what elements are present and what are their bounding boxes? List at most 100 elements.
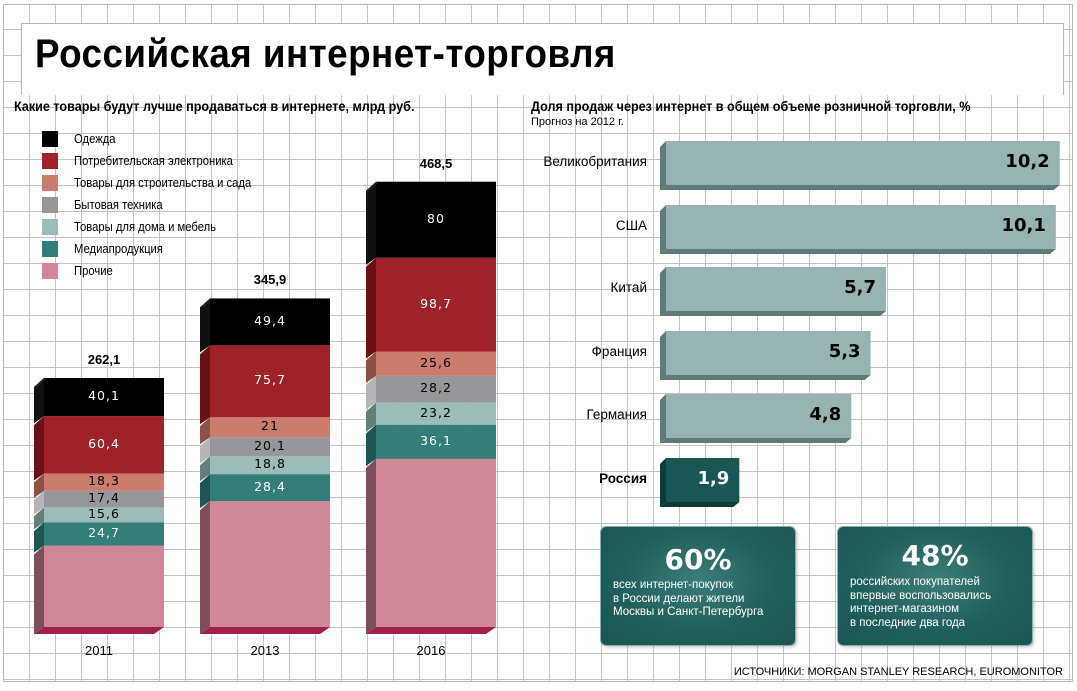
hbar-side: [660, 267, 666, 316]
segment-label: 28,4: [254, 478, 286, 494]
legend-item: Товары для дома и мебель: [42, 216, 271, 238]
bar-segment: [44, 522, 164, 546]
bar-segment: [210, 417, 330, 438]
bar-side-3: [34, 490, 44, 515]
bar-side-2: [34, 507, 44, 530]
info-line: в последние два года: [850, 616, 966, 629]
segment-label: 17,4: [88, 490, 120, 506]
x-tick-label: 2016: [416, 643, 446, 658]
legend-item: Потребительская электроника: [42, 150, 271, 172]
legend-swatch: [42, 263, 58, 279]
hbar: [666, 331, 871, 375]
legend-item: Товары для строительства и сада: [42, 172, 271, 194]
bar-base: [200, 627, 330, 634]
right-chart-title: Доля продаж через интернет в общем объем…: [531, 98, 971, 114]
segment-label: 24,7: [88, 524, 120, 540]
bar-top-bevel: [200, 298, 213, 308]
info-line: впервые воспользовались: [850, 589, 992, 602]
hbar: [666, 267, 887, 311]
hbar-value-label: 10,2: [1005, 151, 1050, 172]
y-tick-label: Франция: [591, 344, 647, 359]
y-tick-label: Россия: [599, 471, 647, 486]
hbar-value-label: 5,3: [828, 341, 861, 362]
bar-side-0: [200, 501, 210, 634]
bar-side-2: [200, 456, 210, 482]
bar-segment: [44, 507, 164, 523]
legend-label: Одежда: [74, 132, 116, 146]
hbar: [666, 141, 1060, 185]
legend-swatch: [42, 241, 58, 257]
bar-base: [366, 627, 496, 634]
legend-label: Медиапродукция: [74, 242, 163, 256]
legend-item: Медиапродукция: [42, 238, 271, 260]
hbar-bottom: [660, 502, 740, 507]
legend-swatch: [42, 131, 58, 147]
info-box-moscow-text: всех интернет-покупок в России делают жи…: [613, 579, 763, 620]
bar-side-5: [34, 416, 44, 481]
hbar-bottom: [660, 311, 887, 316]
legend-label: Товары для строительства и сада: [74, 176, 252, 190]
bar-segment: [44, 416, 164, 474]
segment-label: 98,7: [420, 295, 452, 311]
y-tick-label: Германия: [586, 407, 647, 422]
legend-item: Прочие: [42, 260, 271, 282]
legend-swatch: [42, 175, 58, 191]
hbar-value-label: 5,7: [844, 277, 877, 298]
info-box-moscow-value: 60%: [664, 543, 732, 576]
info-line: всех интернет-покупок: [613, 579, 734, 591]
info-line: в России делают жители: [613, 592, 745, 605]
bar-segment: [44, 545, 164, 627]
bar-segment: [210, 345, 330, 418]
legend-label: Прочие: [74, 264, 113, 278]
bar-side-0: [366, 458, 376, 634]
info-line: интернет-магазином: [850, 603, 960, 615]
legend-swatch: [42, 219, 58, 235]
segment-label: 80: [427, 210, 445, 226]
segment-label: 25,6: [420, 354, 452, 370]
hbar: [666, 394, 852, 438]
bar-total-label: 262,1: [87, 352, 121, 367]
bar-segment: [376, 375, 496, 403]
bar-segment: [44, 490, 164, 508]
bar-segment: [44, 378, 164, 417]
source-note: ИСТОЧНИКИ: MORGAN STANLEY RESEARCH, EURO…: [733, 666, 1063, 678]
bar-base: [34, 627, 164, 634]
hbar-side: [660, 331, 666, 380]
hbar-value-label: 1,9: [697, 468, 730, 489]
hbar-bottom: [660, 438, 852, 443]
bar-total-label: 468,5: [419, 155, 453, 171]
hbar-side: [660, 394, 666, 443]
segment-label: 60,4: [88, 435, 120, 451]
bar-segment: [376, 351, 496, 376]
hbar-bottom: [660, 249, 1056, 254]
segment-label: 15,6: [88, 505, 120, 521]
bar-segment: [210, 298, 330, 346]
info-box-first-time-text: российских покупателей впервые воспользо…: [850, 576, 991, 630]
bar-side-3: [200, 437, 210, 464]
bar-side-5: [200, 345, 210, 425]
legend-item: Одежда: [42, 128, 271, 150]
bar-side-2: [366, 402, 376, 432]
legend-item: Бытовая техника: [42, 194, 271, 216]
left-chart-title: Какие товары будут лучше продаваться в и…: [14, 98, 415, 114]
hbar-bottom: [660, 185, 1060, 190]
bar-side-4: [366, 351, 376, 383]
y-tick-label: США: [615, 218, 647, 233]
bar-side-4: [200, 417, 210, 445]
segment-label: 18,3: [88, 473, 120, 489]
bar-side-1: [366, 424, 376, 466]
segment-label: 20,1: [254, 437, 286, 453]
segment-label: 40,1: [88, 388, 120, 404]
bar-segment: [210, 437, 330, 457]
bar-side-6: [200, 298, 210, 353]
segment-label: 28,2: [420, 380, 452, 396]
segment-label: 75,7: [254, 372, 286, 388]
y-tick-label: Великобритания: [543, 154, 647, 169]
segment-label: 18,8: [254, 456, 286, 472]
legend-label: Потребительская электроника: [74, 154, 233, 168]
bar-segment: [210, 474, 330, 502]
legend-label: Товары для дома и мебель: [74, 220, 217, 234]
bar-side-0: [34, 545, 44, 634]
bar-side-1: [200, 474, 210, 509]
